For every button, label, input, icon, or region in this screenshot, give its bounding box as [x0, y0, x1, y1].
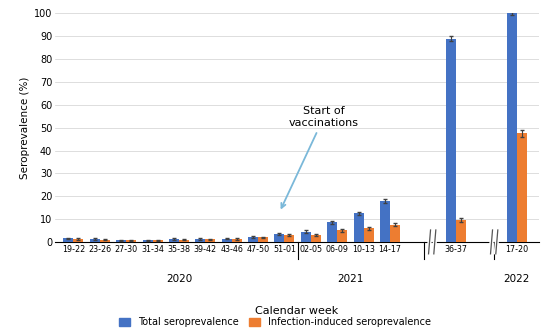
- Bar: [380, 201, 390, 242]
- Text: 2022: 2022: [503, 274, 530, 284]
- Bar: [258, 237, 268, 242]
- Bar: [63, 239, 74, 242]
- Bar: [248, 237, 258, 242]
- Text: 2021: 2021: [337, 274, 364, 284]
- Text: Calendar week: Calendar week: [255, 306, 339, 316]
- Bar: [456, 220, 466, 242]
- Bar: [284, 235, 294, 242]
- Text: Start of
vaccinations: Start of vaccinations: [282, 106, 359, 208]
- Bar: [354, 213, 364, 242]
- Bar: [446, 39, 456, 242]
- Bar: [205, 240, 216, 242]
- Bar: [337, 230, 347, 242]
- Bar: [274, 234, 284, 242]
- Bar: [74, 239, 84, 242]
- Bar: [169, 239, 179, 242]
- Bar: [142, 240, 152, 242]
- Bar: [507, 13, 516, 242]
- Bar: [232, 239, 242, 242]
- Bar: [100, 240, 110, 242]
- Text: 2020: 2020: [166, 274, 192, 284]
- Bar: [126, 240, 136, 242]
- Bar: [516, 133, 526, 242]
- Bar: [327, 222, 337, 242]
- Bar: [311, 235, 321, 242]
- Bar: [116, 240, 126, 242]
- Bar: [301, 232, 311, 242]
- Bar: [222, 239, 232, 242]
- Bar: [390, 225, 400, 242]
- Y-axis label: Seroprevalence (%): Seroprevalence (%): [20, 77, 30, 179]
- Bar: [152, 240, 163, 242]
- Legend: Total seroprevalence, Infection-induced seroprevalence: Total seroprevalence, Infection-induced …: [115, 313, 435, 331]
- Bar: [195, 239, 205, 242]
- Bar: [90, 239, 100, 242]
- Bar: [364, 228, 373, 242]
- Bar: [179, 240, 189, 242]
